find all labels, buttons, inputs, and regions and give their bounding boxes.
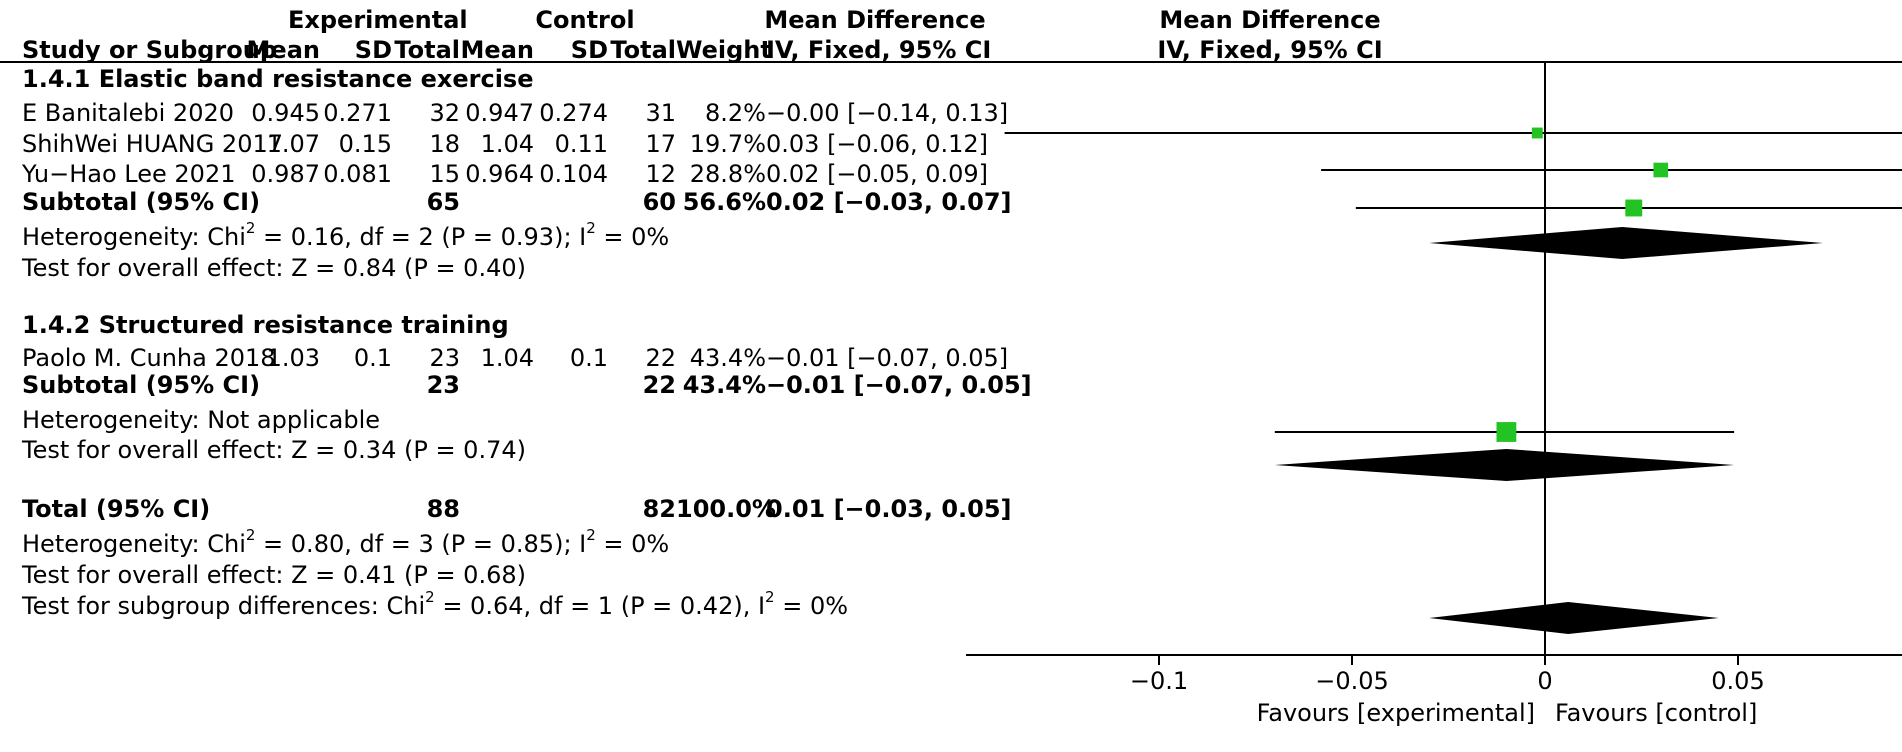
sd1: 0.1 [353, 344, 392, 372]
total-label: Total (95% CI) [22, 495, 211, 523]
mean1: 1.03 [266, 344, 320, 372]
study-estimate-square [1625, 199, 1643, 217]
overall-effect-text: Test for overall effect: Z = 0.84 (P = 0… [22, 254, 526, 282]
subtotal-label: Subtotal (95% CI) [22, 371, 261, 399]
weight: 8.2% [705, 99, 766, 127]
column-sd1: SD [354, 36, 392, 64]
mean1: 1.07 [266, 130, 320, 158]
column-mean1: Mean [246, 36, 320, 64]
total-weight: 100.0% [676, 495, 776, 523]
total1: 18 [429, 130, 460, 158]
ci: −0.00 [−0.14, 0.13] [766, 99, 1009, 127]
mean1: 0.945 [251, 99, 320, 127]
column-weight: Weight [676, 36, 772, 64]
subgroup-title: 1.4.1 Elastic band resistance exercise [22, 65, 534, 93]
subtotal-total2: 22 [642, 371, 676, 399]
total-total2: 82 [642, 495, 676, 523]
column-total1: Total [394, 36, 460, 64]
sd2: 0.1 [569, 344, 608, 372]
study-name: Paolo M. Cunha 2018 [22, 344, 276, 372]
x-axis-tick-label: 0 [1537, 667, 1552, 695]
column-sd2: SD [570, 36, 608, 64]
subtotal-weight: 43.4% [682, 371, 766, 399]
mean2: 0.947 [465, 99, 534, 127]
plot-column-header: Mean Difference [1159, 6, 1381, 34]
overall-effect-text: Test for overall effect: Z = 0.34 (P = 0… [22, 436, 526, 464]
x-axis-tick-label: −0.1 [1130, 667, 1188, 695]
subtotal-ci: 0.02 [−0.03, 0.07] [766, 188, 1012, 216]
column-study: Study or Subgroup [22, 36, 278, 64]
sd1: 0.271 [323, 99, 392, 127]
sd1: 0.081 [323, 160, 392, 188]
total1: 32 [429, 99, 460, 127]
sd2: 0.104 [539, 160, 608, 188]
x-axis-tick-label: −0.05 [1315, 667, 1389, 695]
total2: 17 [645, 130, 676, 158]
mean2: 1.04 [480, 344, 534, 372]
ci: 0.02 [−0.05, 0.09] [766, 160, 989, 188]
favours-left-label: Favours [experimental] [1257, 699, 1535, 727]
study-estimate-square [1531, 127, 1543, 139]
total2: 12 [645, 160, 676, 188]
ci: −0.01 [−0.07, 0.05] [766, 344, 1009, 372]
sd1: 0.15 [338, 130, 392, 158]
favours-right-label: Favours [control] [1555, 699, 1757, 727]
mean1: 0.987 [251, 160, 320, 188]
subtotal-total1: 65 [426, 188, 460, 216]
total1: 23 [429, 344, 460, 372]
mean2: 0.964 [465, 160, 534, 188]
total1: 15 [429, 160, 460, 188]
x-axis-tick-label: 0.05 [1711, 667, 1764, 695]
study-estimate-square [1653, 162, 1669, 178]
column-total2: Total [610, 36, 676, 64]
subgroup-title: 1.4.2 Structured resistance training [22, 311, 509, 339]
subtotal-total1: 23 [426, 371, 460, 399]
subtotal-label: Subtotal (95% CI) [22, 188, 261, 216]
heterogeneity-text: Heterogeneity: Chi2 = 0.16, df = 2 (P = … [22, 219, 670, 251]
pooled-estimate-diamond [1429, 602, 1719, 634]
pooled-estimate-diamond [1429, 227, 1823, 259]
total2: 31 [645, 99, 676, 127]
plot-ci-header: IV, Fixed, 95% CI [1157, 36, 1383, 64]
control-group-header: Control [535, 6, 635, 34]
column-mean2: Mean [460, 36, 534, 64]
total-overall-effect-text: Test for overall effect: Z = 0.41 (P = 0… [22, 561, 526, 589]
sd2: 0.274 [539, 99, 608, 127]
study-estimate-square [1496, 422, 1517, 442]
total-heterogeneity-text: Heterogeneity: Chi2 = 0.80, df = 3 (P = … [22, 526, 670, 558]
weight: 28.8% [689, 160, 766, 188]
study-name: Yu−Hao Lee 2021 [22, 160, 236, 188]
study-name: ShihWei HUANG 2017 [22, 130, 283, 158]
effect-column-header: Mean Difference [764, 6, 986, 34]
subgroup-differences-text: Test for subgroup differences: Chi2 = 0.… [22, 588, 849, 620]
mean2: 1.04 [480, 130, 534, 158]
pooled-estimate-diamond [1274, 449, 1735, 481]
sd2: 0.11 [554, 130, 608, 158]
subtotal-total2: 60 [642, 188, 676, 216]
column-ci: IV, Fixed, 95% CI [766, 36, 992, 64]
total-total1: 88 [426, 495, 460, 523]
weight: 43.4% [689, 344, 766, 372]
heterogeneity-text: Heterogeneity: Not applicable [22, 406, 380, 434]
study-name: E Banitalebi 2020 [22, 99, 235, 127]
weight: 19.7% [689, 130, 766, 158]
total-ci: 0.01 [−0.03, 0.05] [766, 495, 1012, 523]
ci: 0.03 [−0.06, 0.12] [766, 130, 989, 158]
subtotal-weight: 56.6% [682, 188, 766, 216]
total2: 22 [645, 344, 676, 372]
